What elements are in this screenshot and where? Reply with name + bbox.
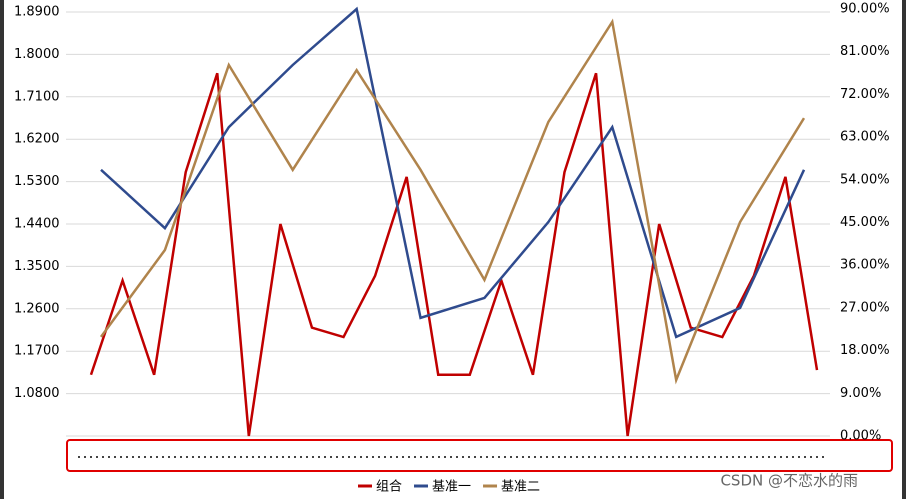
y2-tick-label: 9.00%: [840, 386, 881, 401]
series-line: [89, 72, 819, 437]
y-tick-label: 1.8000: [14, 47, 60, 62]
y2-tick-label: 18.00%: [840, 343, 890, 358]
y2-tick-label: 27.00%: [840, 300, 890, 315]
legend-label: 基准二: [501, 480, 540, 495]
y-tick-label: 1.4400: [14, 217, 60, 232]
y-tick-label: 1.6200: [14, 132, 60, 147]
watermark: CSDN @不恋水的雨: [720, 472, 858, 490]
y-tick-label: 1.1700: [14, 344, 60, 359]
y-tick-label: 1.2600: [14, 301, 60, 316]
y2-tick-label: 36.00%: [840, 258, 890, 273]
y2-tick-label: 81.00%: [840, 44, 890, 59]
frame-edge: [902, 0, 906, 499]
y-tick-label: 1.5300: [14, 174, 60, 189]
y-tick-label: 1.7100: [14, 89, 60, 104]
y2-tick-label: 63.00%: [840, 130, 890, 145]
highlight-box: [66, 439, 893, 472]
y2-tick-label: 0.00%: [840, 429, 881, 444]
legend-label: 组合: [376, 480, 402, 495]
series-line: [99, 18, 806, 385]
y2-tick-label: 90.00%: [840, 2, 890, 17]
y-tick-label: 1.8900: [14, 5, 60, 20]
y2-tick-label: 45.00%: [840, 215, 890, 230]
legend-label: 基准一: [432, 480, 471, 495]
y-tick-label: 1.0800: [14, 386, 60, 401]
series-line: [100, 6, 806, 339]
y2-tick-label: 54.00%: [840, 172, 890, 187]
frame-edge: [0, 0, 4, 499]
y2-tick-label: 72.00%: [840, 87, 890, 102]
y-tick-label: 1.3500: [14, 259, 60, 274]
